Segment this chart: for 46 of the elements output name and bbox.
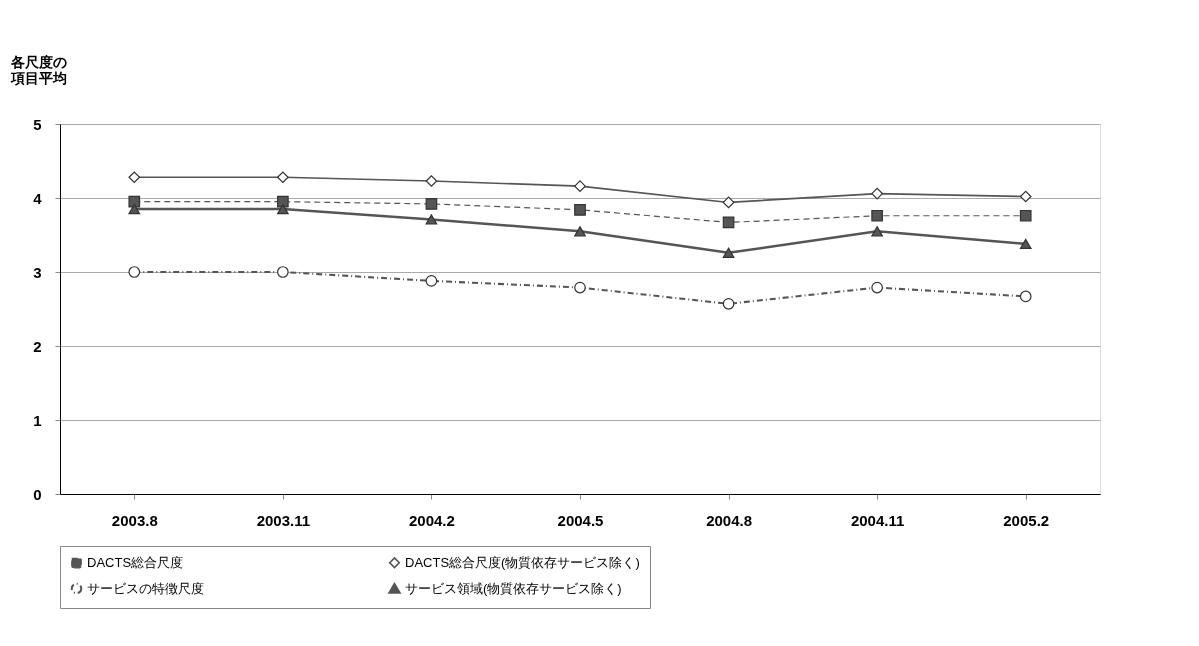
- y-axis-title: 各尺度の項目平均: [9, 53, 67, 86]
- legend-label: サービスの特徴尺度: [87, 580, 204, 596]
- x-tick-label: 2004.5: [557, 511, 604, 529]
- x-tick-label: 2003.11: [256, 511, 311, 529]
- y-tick-label: 5: [33, 115, 42, 133]
- legend-label: DACTS総合尺度: [87, 555, 184, 571]
- point: [128, 266, 141, 278]
- point: [277, 171, 289, 184]
- point: [277, 195, 289, 208]
- point: [722, 247, 735, 258]
- x-tick-label: 2004.2: [408, 511, 455, 529]
- y-tick-label: 3: [33, 263, 42, 281]
- point: [722, 216, 735, 229]
- point: [277, 203, 289, 215]
- x-tick-label: 2004.11: [850, 511, 905, 529]
- point: [871, 209, 883, 222]
- point: [128, 195, 141, 208]
- point: [1019, 190, 1032, 203]
- point: [128, 171, 141, 184]
- point: [722, 196, 735, 209]
- point: [128, 203, 141, 215]
- y-tick-label: 0: [33, 485, 42, 503]
- point: [425, 275, 438, 287]
- point: [1019, 290, 1032, 303]
- legend-label: DACTS総合尺度(物質依存サービス除く): [405, 554, 640, 570]
- point: [722, 297, 735, 310]
- point: [425, 175, 438, 187]
- point: [1019, 238, 1032, 250]
- point: [871, 187, 883, 200]
- point: [871, 226, 883, 237]
- point: [574, 281, 586, 294]
- y-tick-label: 4: [33, 189, 43, 207]
- x-tick-label: 2004.8: [706, 511, 753, 529]
- x-tick-label: 2003.8: [111, 511, 158, 529]
- point: [871, 281, 883, 294]
- y-tick-label: 2: [33, 337, 42, 355]
- point: [574, 180, 586, 192]
- point: [574, 204, 586, 216]
- point: [425, 198, 438, 210]
- legend-label: サービス領域(物質依存サービス除く): [405, 580, 622, 596]
- y-tick-label: 1: [33, 411, 42, 429]
- x-tick-label: 2005.2: [1003, 511, 1050, 529]
- point: [574, 226, 586, 237]
- point: [1019, 209, 1032, 222]
- point: [277, 266, 289, 278]
- point: [425, 214, 438, 225]
